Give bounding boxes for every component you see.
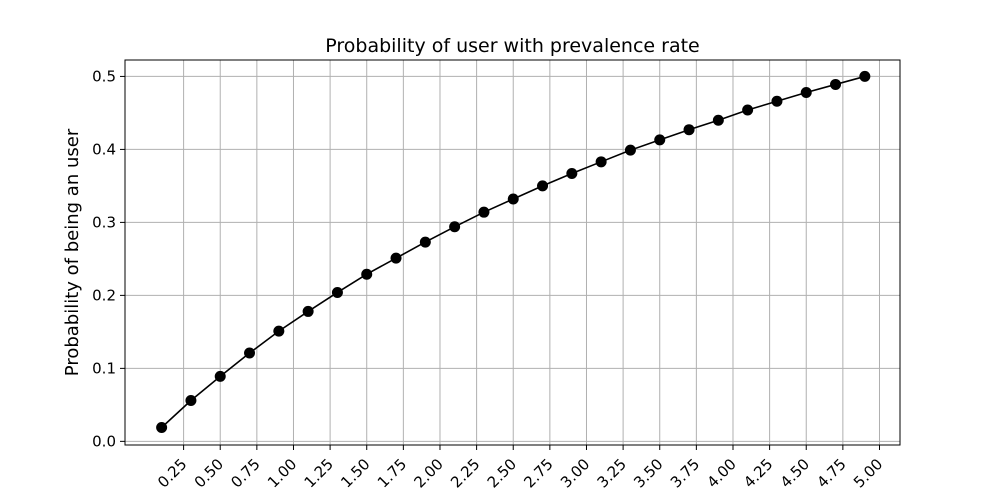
- data-point: [478, 206, 490, 218]
- data-point: [595, 156, 607, 168]
- data-point: [859, 70, 871, 82]
- plot-area-frame: [124, 59, 901, 446]
- data-point: [449, 221, 461, 233]
- data-point: [185, 394, 197, 406]
- x-tick-label: 4.00: [703, 455, 739, 491]
- y-tick-label: 0.3: [92, 213, 116, 231]
- data-point: [624, 144, 636, 156]
- data-point: [244, 347, 256, 359]
- data-point: [830, 78, 842, 90]
- data-point: [390, 252, 402, 264]
- x-tick-label: 0.25: [154, 455, 190, 491]
- y-tick-label: 0.0: [92, 432, 116, 450]
- data-point: [156, 421, 168, 433]
- x-tick-label: 1.50: [337, 455, 373, 491]
- y-tick-label: 0.5: [92, 67, 116, 85]
- x-tick-label: 3.75: [667, 455, 703, 491]
- x-tick-label: 3.00: [557, 455, 593, 491]
- x-tick-label: 0.50: [191, 455, 227, 491]
- y-tick-label: 0.2: [92, 286, 116, 304]
- data-point: [361, 268, 373, 280]
- chart-title: Probability of user with prevalence rate: [325, 35, 699, 57]
- x-tick-label: 2.50: [484, 455, 520, 491]
- x-tick-label: 1.25: [301, 455, 337, 491]
- x-tick-label: 2.75: [520, 455, 556, 491]
- x-tick-label: 4.25: [740, 455, 776, 491]
- x-tick-label: 4.75: [813, 455, 849, 491]
- data-point: [302, 305, 314, 317]
- data-point: [771, 95, 783, 107]
- x-tick-label: 3.50: [630, 455, 666, 491]
- y-axis-ticks: 0.0 0.1 0.2 0.3 0.4 0.5: [92, 67, 125, 450]
- x-axis-ticks: 0.25 0.50 0.75 1.00 1.25 1.50 1.75 2.00 2.25 2.50…: [154, 445, 886, 491]
- data-point: [331, 286, 343, 298]
- x-tick-label: 0.75: [227, 455, 263, 491]
- data-point: [683, 124, 695, 136]
- x-tick-label: 1.75: [374, 455, 410, 491]
- data-point: [419, 236, 431, 248]
- data-point: [214, 370, 226, 382]
- data-point: [800, 86, 812, 98]
- x-tick-label: 1.00: [264, 455, 300, 491]
- x-tick-label: 3.25: [594, 455, 630, 491]
- y-tick-label: 0.4: [92, 140, 116, 158]
- grid-lines: [125, 60, 900, 445]
- data-point: [273, 325, 285, 337]
- data-point: [507, 193, 519, 205]
- data-point: [654, 134, 666, 146]
- data-point: [537, 180, 549, 192]
- x-tick-label: 2.25: [447, 455, 483, 491]
- data-series: [156, 70, 871, 433]
- y-axis-label: Probability of being an user: [62, 128, 83, 376]
- y-tick-label: 0.1: [92, 359, 116, 377]
- x-tick-label: 5.00: [850, 455, 886, 491]
- x-tick-label: 4.50: [777, 455, 813, 491]
- x-tick-label: 2.00: [410, 455, 446, 491]
- data-point: [712, 114, 724, 126]
- data-point: [566, 167, 578, 179]
- data-point: [742, 104, 754, 116]
